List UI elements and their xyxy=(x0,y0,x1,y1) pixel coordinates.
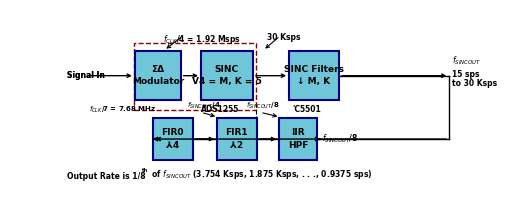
Text: Output Rate is 1/8: Output Rate is 1/8 xyxy=(67,172,145,181)
Text: $f_{SINCOUT}$/8: $f_{SINCOUT}$/8 xyxy=(322,133,358,145)
Text: $f_{SINCOUT}$/4: $f_{SINCOUT}$/4 xyxy=(187,100,221,111)
Text: 15 sps: 15 sps xyxy=(452,70,480,78)
Bar xyxy=(289,51,339,100)
Text: $f_{SINCOUT}$: $f_{SINCOUT}$ xyxy=(452,55,482,67)
Text: $f_{SINCOUT}$/8: $f_{SINCOUT}$/8 xyxy=(246,100,280,111)
Text: SINC Filters
↓ M, K: SINC Filters ↓ M, K xyxy=(284,65,344,87)
Text: SINC
Ⅴ4 = M, K = 5: SINC Ⅴ4 = M, K = 5 xyxy=(192,65,262,87)
Text: $f_{CLK}$/4 = 1.92 Msps: $f_{CLK}$/4 = 1.92 Msps xyxy=(163,33,241,46)
Text: th: th xyxy=(142,169,148,173)
Text: FIR0
⅄4: FIR0 ⅄4 xyxy=(161,128,184,150)
Text: ADS1255: ADS1255 xyxy=(201,105,239,114)
Bar xyxy=(153,118,193,160)
Text: to 30 Ksps: to 30 Ksps xyxy=(452,79,497,88)
Text: IIR
HPF: IIR HPF xyxy=(288,128,308,150)
Text: of $f_{SINCOUT}$ (3.754 Ksps, 1.875 Ksps, . . ., 0.9375 sps): of $f_{SINCOUT}$ (3.754 Ksps, 1.875 Ksps… xyxy=(149,168,372,181)
Bar xyxy=(133,43,256,110)
Bar xyxy=(201,51,253,100)
Bar xyxy=(217,118,257,160)
Text: Signal In: Signal In xyxy=(67,71,104,80)
Text: Signal In: Signal In xyxy=(67,71,104,80)
Text: ΣΔ
Modulator: ΣΔ Modulator xyxy=(132,65,184,87)
Text: FIR1
⅄2: FIR1 ⅄2 xyxy=(225,128,248,150)
Bar xyxy=(135,51,181,100)
Bar xyxy=(279,118,317,160)
Text: 'C5501: 'C5501 xyxy=(292,105,321,114)
Text: 30 Ksps: 30 Ksps xyxy=(267,33,300,42)
Text: $f_{CLK}$/7 = 7.68 MHz: $f_{CLK}$/7 = 7.68 MHz xyxy=(89,105,156,115)
